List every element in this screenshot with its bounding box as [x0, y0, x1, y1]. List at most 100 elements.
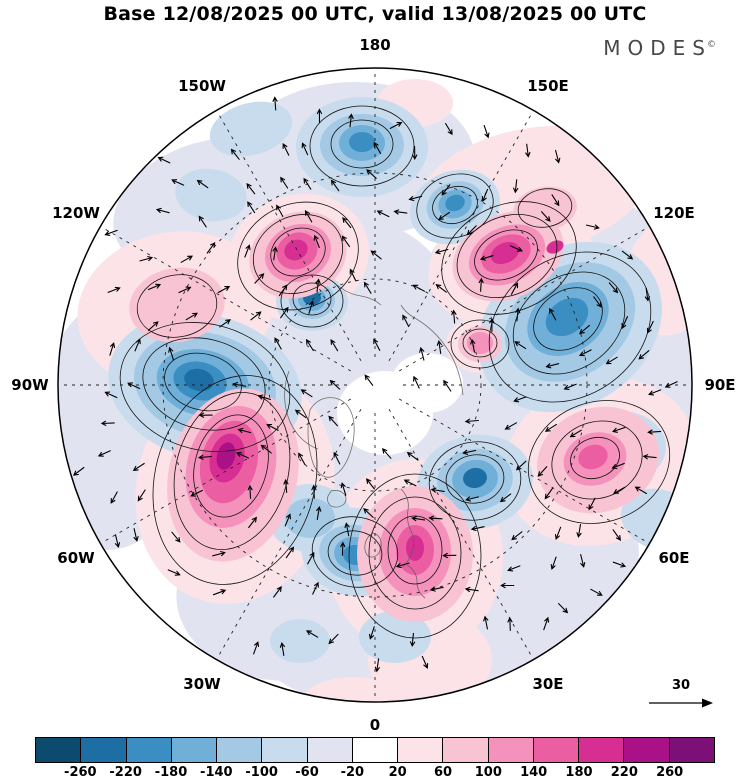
wind-arrow-icon [133, 528, 139, 542]
wind-arrow-icon [185, 312, 199, 321]
contour-line [512, 271, 626, 375]
colorbar-cell [36, 738, 81, 762]
wind-arrow-icon [489, 317, 495, 333]
wind-arrow-icon [419, 346, 425, 361]
anomaly-blob [546, 240, 564, 254]
colorbar-cell [125, 738, 171, 762]
contour-line [551, 420, 643, 500]
colorbar-tick: 100 [474, 765, 502, 780]
wind-arrow-icon [276, 204, 284, 217]
wind-arrow-icon [647, 389, 662, 396]
wind-arrow-icon [515, 460, 527, 471]
wind-arrow-icon [373, 338, 381, 351]
wind-arrow-icon [274, 337, 282, 350]
wind-arrow-icon [588, 497, 596, 511]
wind-arrow-icon [605, 356, 618, 365]
wind-arrow-icon [544, 423, 557, 432]
wind-arrow-icon [313, 234, 320, 249]
lon-label-150w: 150W [178, 77, 226, 95]
contour-line [164, 352, 242, 412]
coastline [400, 488, 415, 568]
wind-arrow-icon [341, 235, 351, 248]
wind-arrow-icon [525, 143, 531, 158]
wind-arrow-icon [329, 379, 341, 390]
lon-label-120w: 120W [52, 204, 100, 222]
wind-arrow-icon [478, 277, 484, 292]
wind-arrow-icon [282, 142, 290, 156]
wind-arrow-icon [642, 454, 657, 460]
polar-stereographic-map [57, 67, 693, 703]
wind-arrow-icon [298, 452, 306, 465]
lon-label-30w: 30W [183, 675, 221, 693]
colorbar-cell [532, 738, 579, 762]
lon-label-90w: 90W [11, 376, 49, 394]
wind-arrow-icon [511, 531, 523, 541]
contour-line [193, 414, 269, 518]
wind-arrow-icon [330, 179, 340, 192]
contour-line [309, 105, 415, 187]
contour-line [348, 473, 482, 639]
wind-arrow-icon [370, 250, 382, 260]
meridian-line [388, 408, 534, 659]
wind-arrow-icon [315, 278, 321, 293]
wind-arrow-icon [483, 124, 490, 139]
wind-arrow-icon [137, 489, 146, 502]
anomaly-blob [285, 498, 335, 538]
wind-arrow-icon [303, 177, 312, 190]
wind-arrow-icon [368, 626, 375, 640]
meridian-line [398, 398, 649, 544]
wind-arrow-icon [510, 282, 519, 295]
wind-arrow-icon [465, 496, 479, 502]
wind-arrow-icon [436, 339, 442, 354]
wind-arrow-icon [294, 409, 307, 419]
wind-arrow-icon [509, 245, 523, 252]
colorbar-tick: -180 [154, 765, 188, 780]
wind-arrow-icon [381, 448, 392, 459]
wind-arrow-icon [393, 209, 408, 215]
wind-arrow-icon [374, 658, 380, 673]
wind-arrow-icon [104, 229, 118, 236]
wind-arrow-icon [250, 311, 262, 321]
wind-arrow-icon [514, 341, 527, 350]
wind-arrow-icon [155, 207, 170, 214]
wind-arrow-icon [110, 491, 118, 504]
wind-arrow-icon [237, 427, 252, 434]
wind-arrow-icon [554, 526, 562, 540]
anomaly-blob [270, 619, 330, 663]
wind-arrow-icon [300, 389, 313, 398]
coastline [400, 304, 464, 396]
wind-arrow-icon [363, 507, 374, 518]
wind-arrow-icon [611, 462, 625, 470]
wind-arrow-icon [593, 296, 602, 308]
wind-arrow-icon [544, 487, 554, 500]
colorbar-cell [623, 738, 669, 762]
wind-arrow-icon [428, 515, 443, 521]
coastline [336, 284, 382, 306]
wind-arrow-icon [646, 320, 654, 334]
lon-label-150e: 150E [527, 77, 569, 95]
wind-arrow-icon [344, 522, 350, 537]
lon-label-120e: 120E [653, 204, 695, 222]
meridian-line [216, 408, 362, 659]
wind-arrow-icon [301, 142, 309, 156]
colorbar-cell [668, 738, 714, 762]
wind-arrow-icon [190, 489, 204, 497]
wind-arrow-icon [272, 96, 278, 111]
wind-arrow-icon [198, 412, 213, 418]
wind-arrow-icon [464, 586, 479, 593]
contour-line [280, 274, 344, 328]
wind-arrow-icon [363, 281, 372, 294]
colorbar-tick: -260 [64, 765, 97, 780]
wind-arrow-icon [244, 244, 251, 258]
wind-arrow-icon [608, 282, 619, 294]
wind-arrow-icon [481, 188, 489, 203]
reference-arrow-icon [649, 698, 713, 708]
wind-arrow-icon [513, 396, 527, 403]
wind-arrow-icon [462, 449, 477, 455]
wind-arrow-icon [376, 210, 390, 218]
copyright-mark: © [707, 40, 716, 50]
coastline [327, 490, 347, 508]
wind-arrow-icon [664, 381, 678, 388]
wind-arrow-icon [280, 306, 289, 319]
